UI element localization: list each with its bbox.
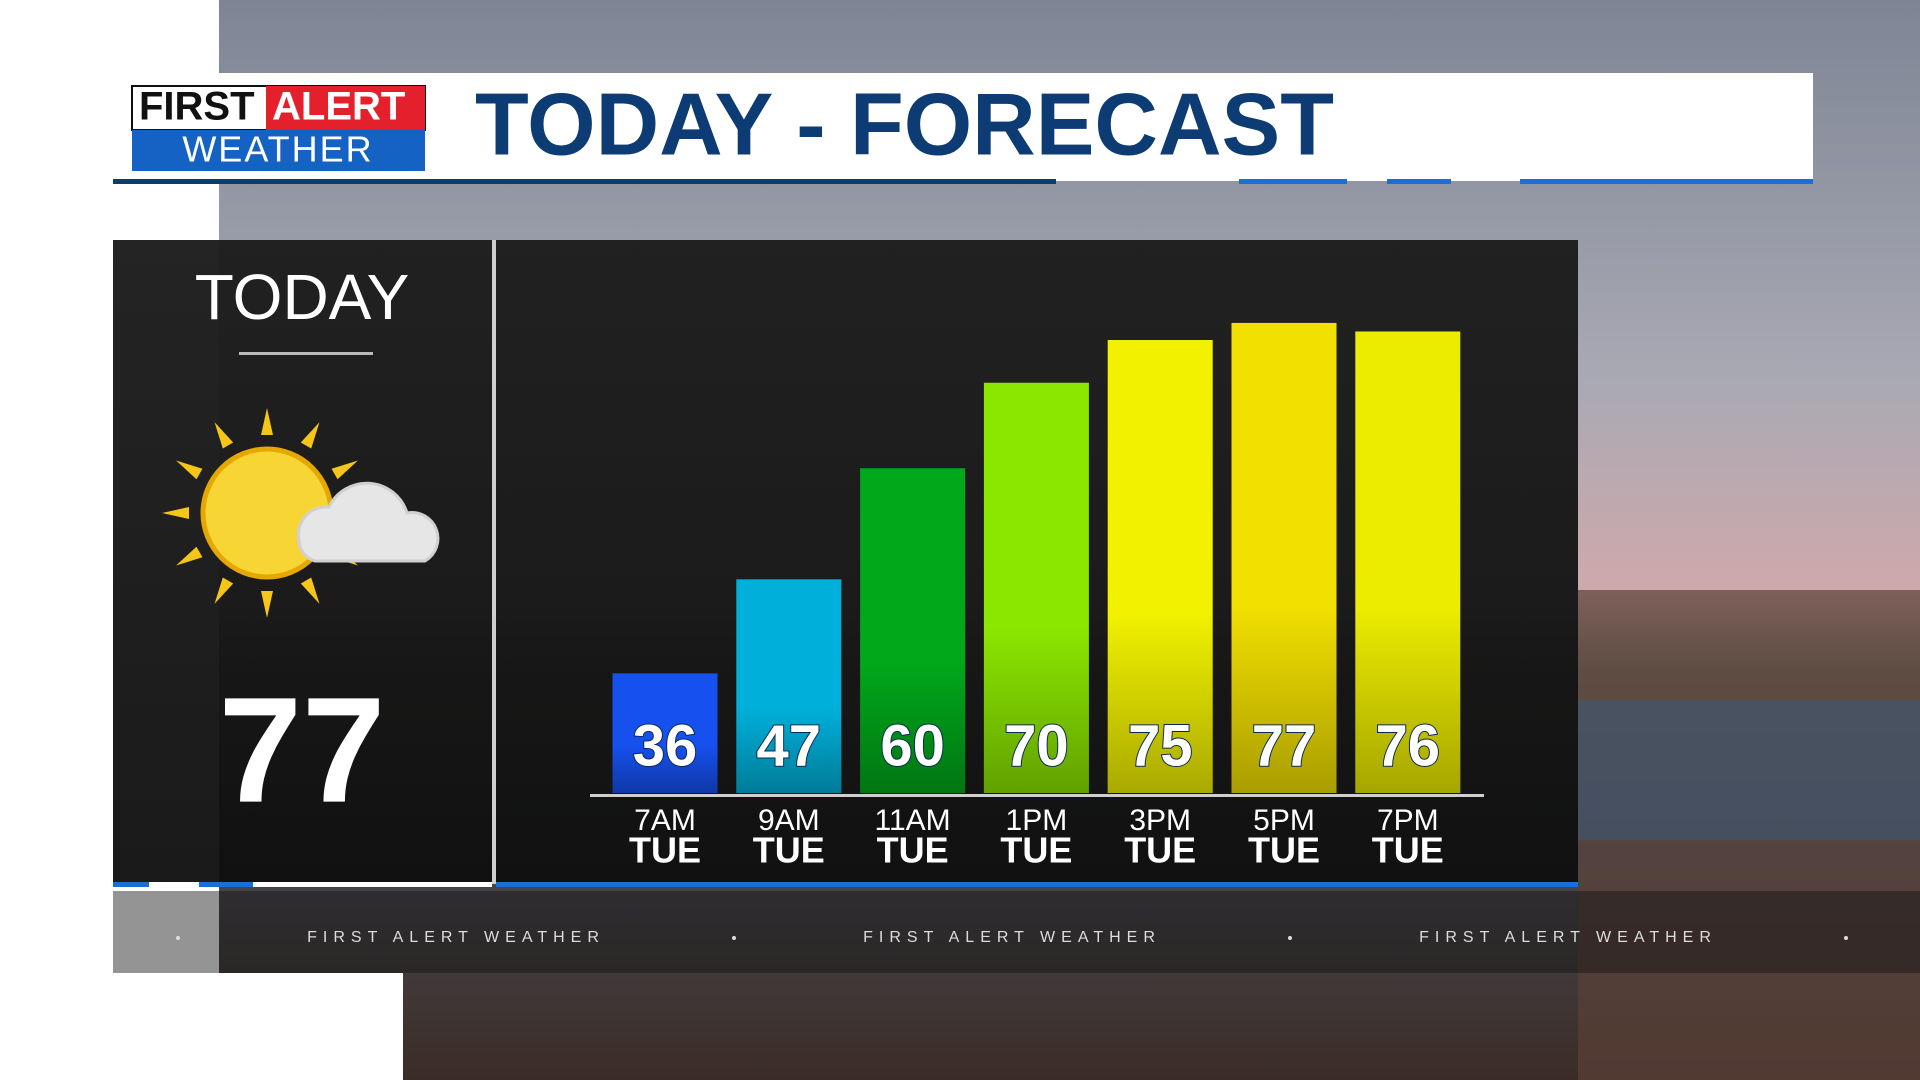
x-tick-label: 9AM	[758, 804, 820, 837]
ticker-dot	[176, 936, 180, 940]
logo-text: ALERT	[272, 85, 405, 129]
weather-icon	[162, 408, 440, 618]
panel-rule	[496, 882, 1578, 887]
logo-accent	[266, 86, 425, 130]
chart-title: TODAY - FORECAST	[475, 74, 1334, 173]
ticker: FIRST ALERT WEATHER FIRST ALERT WEATHER FI…	[176, 929, 1848, 946]
x-tick-label: 7AM	[634, 804, 696, 837]
bar-shade	[1231, 322, 1337, 793]
bar-shade	[860, 468, 966, 793]
ticker-bar	[113, 891, 1920, 973]
x-tick-sublabel: TUE	[1372, 830, 1444, 871]
value-label: 36	[633, 713, 698, 778]
header-rule	[1387, 179, 1451, 184]
panel-rule	[113, 882, 149, 887]
logo-text: WEATHER	[182, 129, 373, 170]
x-tick-label: 7PM	[1377, 804, 1439, 837]
summary-label: TODAY	[195, 261, 410, 333]
value-label: 47	[757, 713, 822, 778]
x-tick-label: 3PM	[1129, 804, 1191, 837]
logo: FIRST ALERT WEATHER	[131, 85, 426, 171]
underline	[239, 352, 373, 355]
panel-rule	[199, 882, 253, 887]
x-tick-sublabel: TUE	[753, 830, 825, 871]
white-block	[0, 973, 403, 1080]
logo-bottom	[132, 130, 425, 171]
x-tick-sublabel: TUE	[629, 830, 701, 871]
ticker-dot	[1288, 936, 1292, 940]
bar-shade	[983, 382, 1089, 793]
bar-shade	[612, 673, 718, 793]
x-tick-sublabel: TUE	[1000, 830, 1072, 871]
x-tick-sublabel: TUE	[1124, 830, 1196, 871]
logo-text: FIRST	[139, 85, 255, 129]
value-label: 60	[880, 713, 945, 778]
x-tick-label: 5PM	[1253, 804, 1315, 837]
ticker-text: FIRST ALERT WEATHER	[307, 929, 605, 946]
baseline	[590, 794, 1484, 797]
value-label: 75	[1128, 713, 1193, 778]
ticker-dot	[1844, 936, 1848, 940]
high-temp: 77	[219, 666, 386, 834]
header-rule	[1520, 179, 1813, 184]
panel-rule	[113, 882, 492, 887]
value-label: 70	[1004, 713, 1069, 778]
header-rule	[1239, 179, 1347, 184]
bar-shade	[1107, 340, 1213, 793]
chart: 367AMTUE479AMTUE6011AMTUE701PMTUE753PMTU…	[496, 240, 1578, 887]
ticker-text: FIRST ALERT WEATHER	[863, 929, 1161, 946]
roof	[1578, 700, 1920, 840]
value-label: 77	[1252, 713, 1317, 778]
header-rule	[113, 179, 1056, 184]
bar-shade	[1355, 331, 1461, 793]
ticker-text: FIRST ALERT WEATHER	[1419, 929, 1717, 946]
x-tick-sublabel: TUE	[877, 830, 949, 871]
ticker-dot	[732, 936, 736, 940]
bar-shade	[736, 579, 842, 793]
value-label: 76	[1376, 713, 1441, 778]
x-tick-sublabel: TUE	[1248, 830, 1320, 871]
x-tick-label: 11AM	[875, 804, 951, 837]
x-tick-label: 1PM	[1006, 804, 1068, 837]
divider	[492, 240, 496, 884]
